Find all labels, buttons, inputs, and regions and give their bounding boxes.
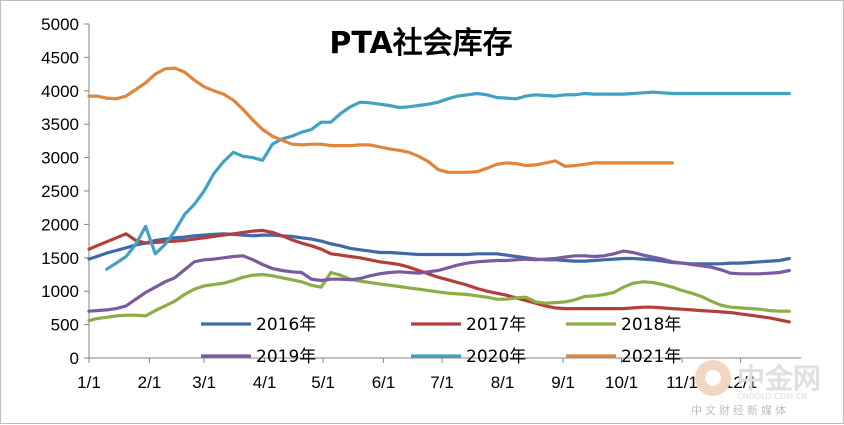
legend-item-2018年: 2018年 [566,315,681,335]
watermark-url: CNGOLD.COM.CN [737,392,807,401]
y-tick-label: 4500 [41,48,79,67]
watermark-tagline: 中文财经新媒体 [691,403,789,417]
y-tick-label: 1500 [41,249,79,268]
legend-item-2020年: 2020年 [411,347,526,367]
x-tick-label: 9/1 [551,373,575,392]
y-tick-label: 5000 [41,15,79,34]
series-line-2018年 [87,270,791,323]
chart-title: PTA社会库存 [329,26,512,61]
y-tick-label: 4000 [41,82,79,101]
x-tick-label: 4/1 [253,373,277,392]
watermark-logo-inner-icon [705,370,721,386]
x-tick-label: 8/1 [491,373,515,392]
y-tick-label: 2500 [41,182,79,201]
x-tick-label: 3/1 [192,373,216,392]
x-tick-label: 1/1 [77,373,101,392]
watermark-brand: 中金网 [737,362,821,395]
legend-label: 2018年 [621,315,681,335]
y-tick-label: 500 [51,316,79,335]
legend-label: 2020年 [466,347,526,367]
y-tick-label: 1000 [41,282,79,301]
y-tick-label: 3500 [41,115,79,134]
series-line-2021年 [87,66,674,174]
x-tick-label: 2/1 [138,373,162,392]
legend-item-2021年: 2021年 [566,347,681,367]
legend-label: 2016年 [256,315,316,335]
legend-label: 2017年 [466,315,526,335]
series-line-2019年 [87,249,791,313]
x-tick-label: 10/1 [605,373,638,392]
legend-label: 2019年 [256,347,316,367]
x-tick-label: 6/1 [372,373,396,392]
axes: 0 500 1000 1500 2000 2500 3000 3500 4000 4500 5000… [41,15,801,392]
legend-item-2017年: 2017年 [411,315,526,335]
series-line-2017年 [87,228,791,324]
legend-item-2016年: 2016年 [201,315,316,335]
y-tick-label: 0 [70,349,79,368]
legend-item-2019年: 2019年 [201,347,316,367]
legend: 2016年 2017年 2018年 2019年 2020年 2021年 [201,315,681,367]
legend-label: 2021年 [621,347,681,367]
x-tick-label: 12/1 [724,373,757,392]
x-tick-label: 11/1 [666,373,698,392]
y-tick-label: 2000 [41,215,79,234]
x-tick-label: 7/1 [430,373,454,392]
series-layer [87,66,791,324]
watermark: 中金网 CNGOLD.COM.CN 中文财经新媒体 [691,360,821,417]
x-tick-label: 5/1 [311,373,335,392]
series-line-2020年 [104,90,791,271]
y-tick-label: 3000 [41,149,79,168]
